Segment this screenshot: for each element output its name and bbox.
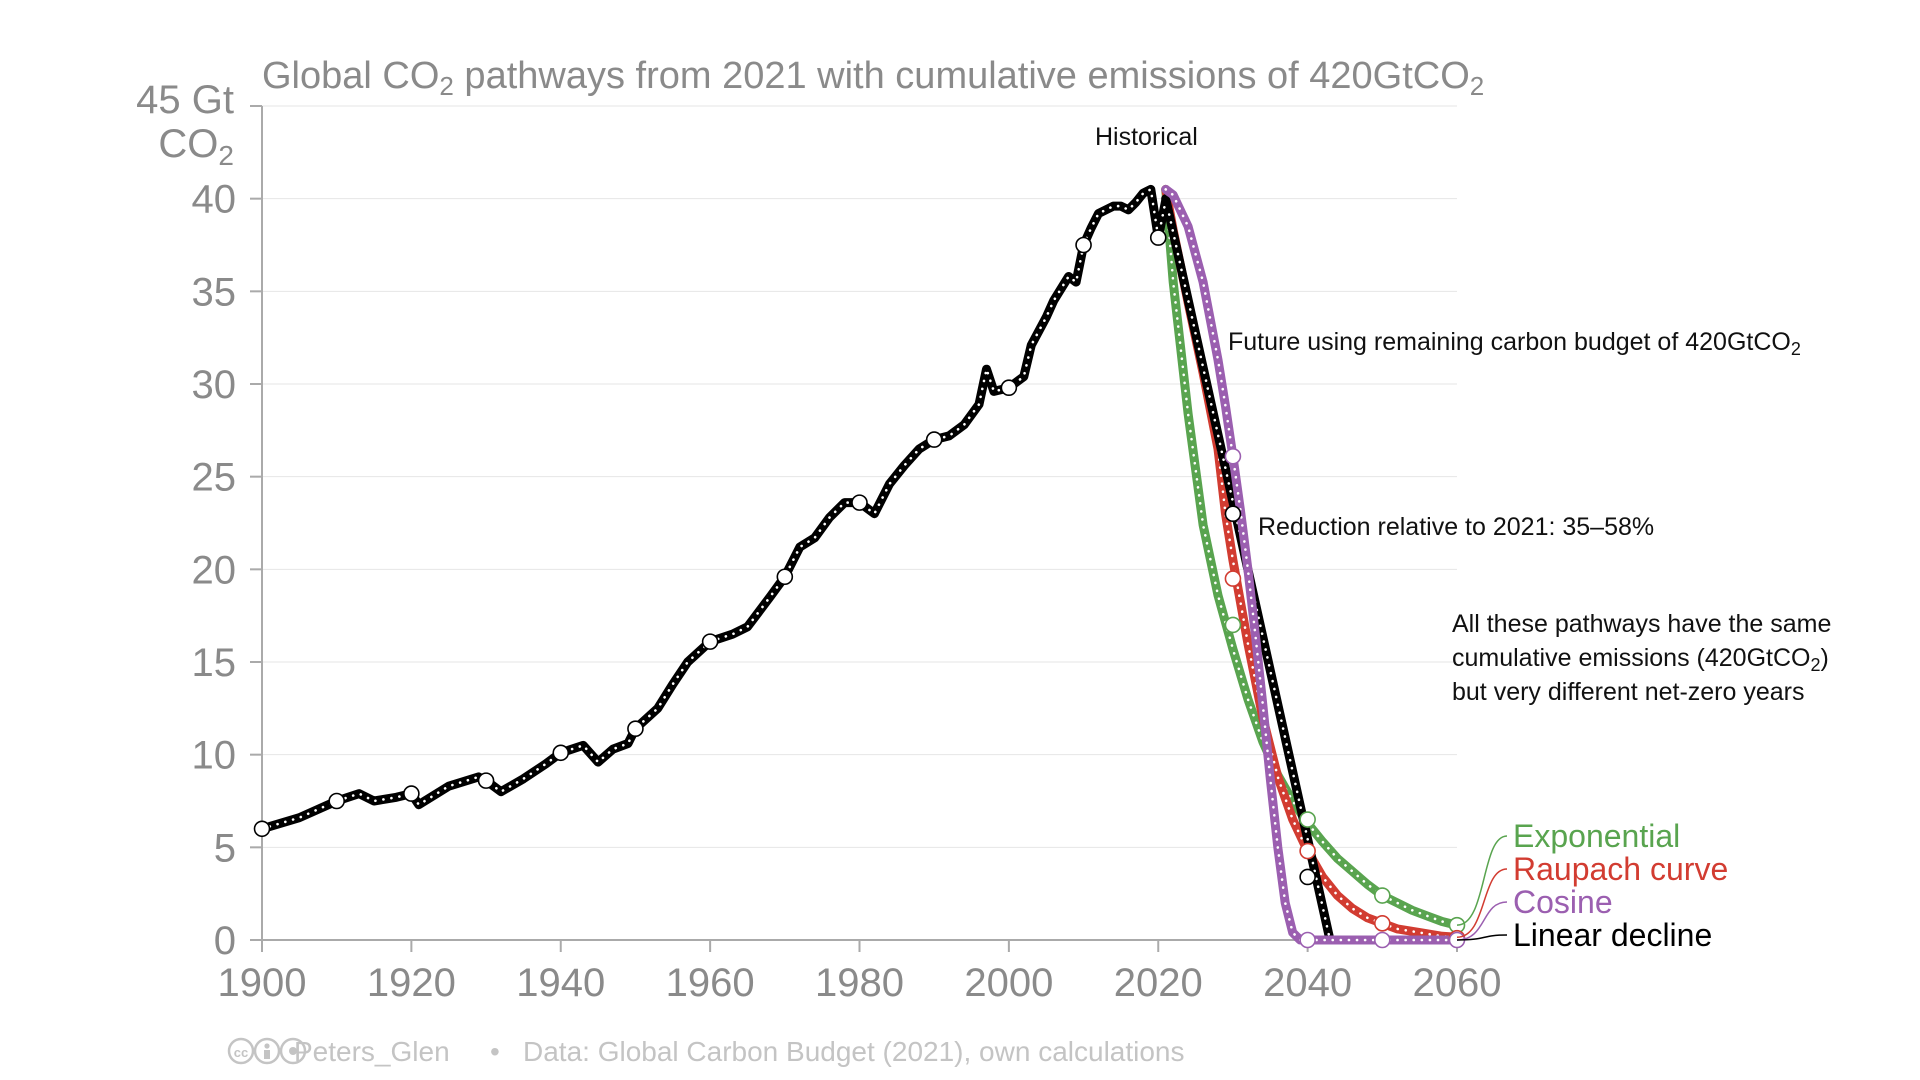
historical-series-marker [1075,236,1092,254]
x-tick-label: 1940 [516,961,605,1005]
cc-by-icon: cc [227,1037,307,1065]
exponential-series-marker [1374,887,1391,904]
x-tick-label: 1960 [666,961,755,1005]
x-tick-label: 1900 [218,961,307,1005]
y-tick-label: 40 [192,178,237,222]
exponential-legend-leader [1456,835,1508,926]
historical-series-line-dots [260,187,1167,831]
annotation-reduction: Reduction relative to 2021: 35–58% [1258,513,1654,541]
y-axis-unit-bottom: CO2 [158,122,234,171]
raupach-curve-legend-leader [1456,868,1508,938]
raupach-curve-legend-label: Raupach curve [1513,851,1728,887]
cosine-series-marker [1224,447,1242,465]
y-tick-label: 15 [192,641,237,685]
annotation-historical: Historical [1095,123,1198,151]
linear-decline-legend-leader [1456,934,1508,941]
annotation-pathways-note-line3: but very different net-zero years [1452,678,1805,706]
x-tick-label: 2000 [964,961,1053,1005]
cosine-series-marker [1299,931,1316,949]
annotation-future-budget: Future using remaining carbon budget of … [1228,328,1801,359]
chart-title: Global CO2 pathways from 2021 with cumul… [262,55,1484,101]
y-tick-label: 20 [192,548,237,592]
footer-author: Peters_Glen [294,1036,450,1067]
cosine-legend-leader [1456,901,1508,941]
historical-series-marker [253,820,271,838]
tick-labels: 0 5 10 15 20 25 30 35 40 1900 1920 1940 1960 1980 2000… [192,105,1502,1005]
y-tick-label: 0 [214,919,236,963]
annotation-pathways-note-line2: cumulative emissions (420GtCO2) [1452,644,1829,675]
x-tick-label: 2040 [1263,961,1352,1005]
footer: cc Peters_Glen • Data: Global Carbon Bud… [227,1036,1185,1067]
exponential-series-marker [1299,811,1316,828]
exponential-series-marker [1224,616,1242,634]
raupach-curve-series-marker [1224,570,1242,587]
footer-separator: • [490,1036,500,1067]
y-tick-label: 5 [214,826,236,870]
historical-series-marker [776,568,794,586]
raupach-curve-series-marker [1299,842,1316,860]
historical-series-marker [1149,229,1167,246]
svg-text:cc: cc [234,1045,248,1060]
historical-series-marker [328,792,345,810]
y-tick-label: 30 [192,363,237,407]
y-axis-unit-top: 45 Gt [136,78,234,122]
x-tick-label: 1920 [367,961,456,1005]
y-tick-label: 10 [192,734,237,778]
exponential-legend-label: Exponential [1513,818,1680,854]
annotation-pathways-note-line1: All these pathways have the same [1452,610,1831,638]
x-tick-label: 2020 [1114,961,1203,1005]
historical-series-marker [1000,379,1018,397]
series-markers [253,229,1466,949]
historical-series-marker [627,720,644,738]
historical-series-marker [477,772,495,789]
historical-series-marker [701,633,719,650]
series-lines [257,184,1462,945]
linear-decline-legend-label: Linear decline [1513,917,1712,953]
historical-series-marker [925,431,943,448]
raupach-curve-series-marker [1374,915,1391,932]
linear-decline-series-marker [1299,868,1316,886]
grid-lines [262,105,1457,848]
x-tick-label: 1980 [815,961,904,1005]
historical-series-marker [552,744,570,762]
x-tick-label: 2060 [1413,961,1502,1005]
y-tick-label: 35 [192,270,237,314]
historical-series-marker [851,494,868,511]
linear-decline-series-marker [1224,505,1242,523]
cosine-legend-label: Cosine [1513,884,1613,920]
y-tick-label: 25 [192,456,237,500]
footer-source: Data: Global Carbon Budget (2021), own c… [523,1036,1185,1067]
historical-series-marker [403,785,420,802]
cosine-series-marker [1374,931,1391,949]
historical-series-line [257,184,1171,834]
